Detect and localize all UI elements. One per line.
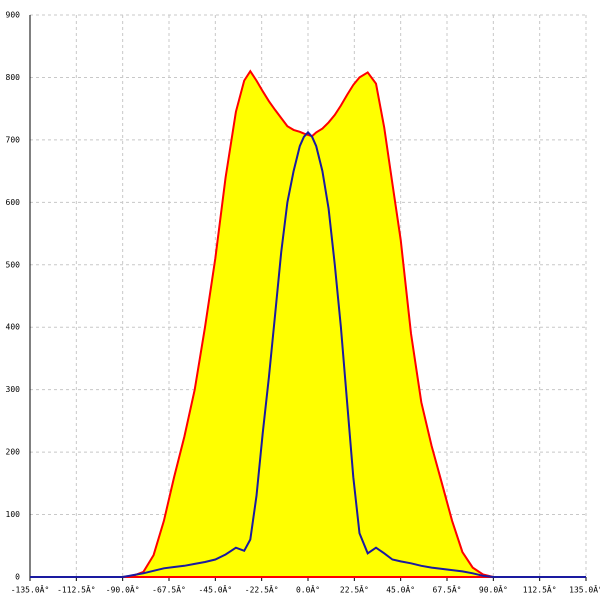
x-tick-label: 45.0Â°	[386, 584, 415, 595]
x-tick-label: 112.5Â°	[523, 584, 557, 595]
y-tick-label: 600	[6, 198, 21, 207]
x-tick-label: -90.0Â°	[106, 584, 140, 595]
y-tick-label: 100	[6, 510, 21, 519]
x-tick-label: -45.0Â°	[198, 584, 232, 595]
x-tick-label: -135.0Â°	[11, 584, 50, 595]
y-tick-label: 700	[6, 135, 21, 144]
y-tick-label: 500	[6, 260, 21, 269]
x-tick-label: -112.5Â°	[57, 584, 96, 595]
x-tick-label: -67.5Â°	[152, 584, 186, 595]
x-tick-label: 90.0Â°	[479, 584, 508, 595]
series-area	[30, 130, 586, 578]
y-tick-label: 200	[6, 448, 21, 457]
x-tick-label: 67.5Â°	[433, 584, 462, 595]
x-tick-label: 0.0Â°	[296, 584, 320, 595]
x-tick-label: 22.5Â°	[340, 584, 369, 595]
y-tick-label: 800	[6, 73, 21, 82]
y-tick-label: 0	[15, 573, 20, 582]
y-tick-label: 400	[6, 323, 21, 332]
x-tick-label: -22.5Â°	[245, 584, 279, 595]
x-tick-label: 135.0Â°	[569, 584, 600, 595]
y-tick-label: 300	[6, 385, 21, 394]
series-area	[30, 69, 586, 578]
y-tick-label: 900	[6, 11, 21, 20]
